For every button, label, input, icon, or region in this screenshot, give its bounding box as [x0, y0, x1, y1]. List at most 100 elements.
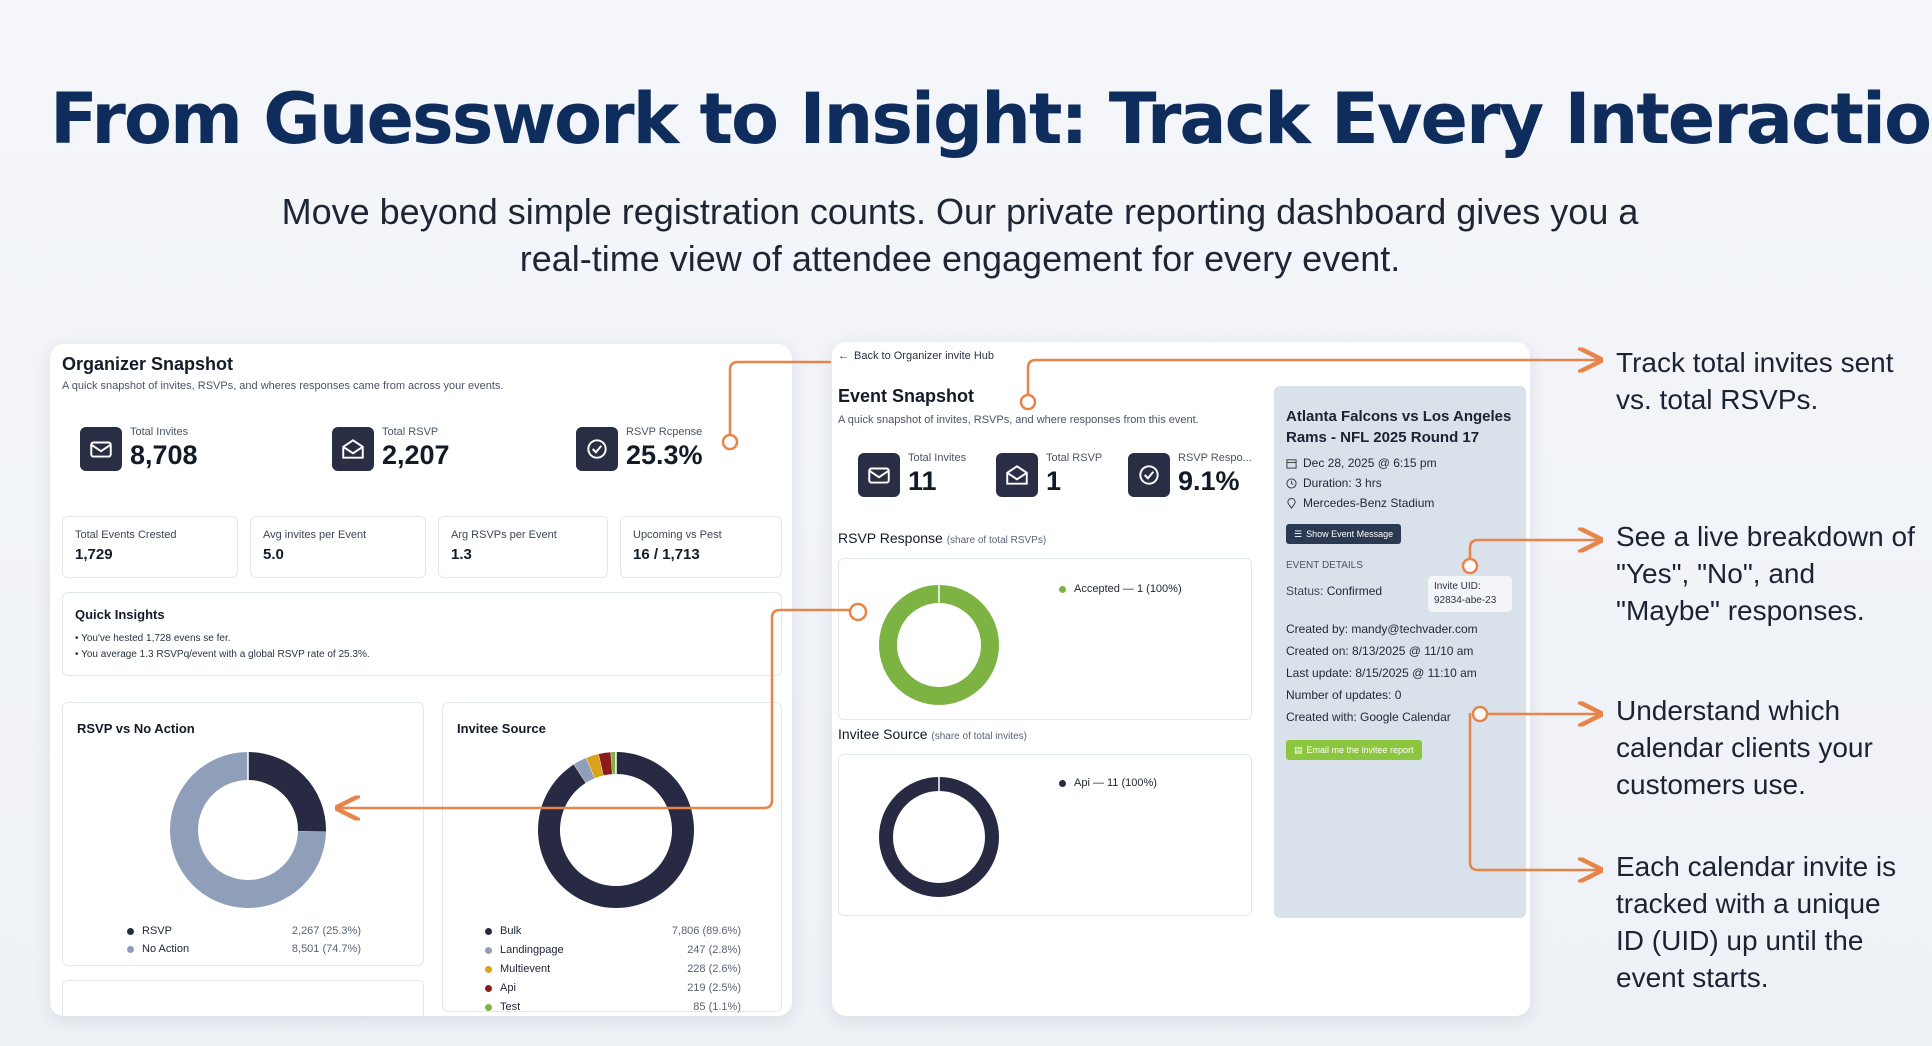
legend-value: 7,806 (89.6%): [671, 925, 741, 937]
legend-value: 228 (2.6%): [687, 963, 741, 975]
back-link-label: Back to Organizer invite Hub: [854, 350, 995, 362]
event-duration: Duration: 3 hrs: [1303, 476, 1382, 490]
event-date: Dec 28, 2025 @ 6:15 pm: [1303, 456, 1437, 470]
legend-dot: [485, 965, 492, 973]
legend-dot: [485, 1003, 492, 1011]
organizer-title: Organizer Snapshot: [62, 354, 234, 374]
metric-label: Total Invites: [130, 426, 189, 438]
status-value: Confirmed: [1326, 584, 1383, 598]
legend-label: RSVP: [142, 925, 172, 937]
created-by: Created by: mandy@techvader.com: [1286, 622, 1478, 636]
invitee-source-heading: Invitee Source (share of total invites): [838, 726, 1027, 742]
legend-label: Api: [500, 982, 516, 994]
event-invitee-source-panel: Api — 11 (100%): [838, 754, 1252, 916]
legend-label: Landingpage: [500, 944, 564, 956]
envelope-open-icon: [332, 426, 374, 471]
metric-value: 11: [908, 466, 937, 496]
stat-avg-rsvps: Arg RSVPs per Event 1.3: [438, 516, 608, 578]
chart-note: (share of total invites): [931, 731, 1027, 742]
stat-value: 16 / 1,713: [633, 546, 700, 563]
event-venue-row: Mercedes-Benz Stadium: [1286, 496, 1434, 510]
back-link[interactable]: ← Back to Organizer invite Hub: [838, 350, 994, 362]
uid-value: 92834-abe-23: [1434, 595, 1497, 606]
button-label: Email me the invitee report: [1306, 745, 1414, 755]
legend-value: 2,267 (25.3%): [291, 925, 361, 937]
organizer-snapshot-card: Organizer Snapshot A quick snapshot of i…: [50, 344, 792, 1016]
chart-title: RSVP vs No Action: [77, 721, 195, 736]
created-on: Created on: 8/13/2025 @ 11/10 am: [1286, 644, 1474, 658]
invitee-source-panel: Invitee Source Bulk 7,806 (89.6%) Landingp…: [442, 702, 782, 1013]
event-title: Event Snapshot: [838, 386, 975, 406]
quick-insights-panel: Quick Insights • You've hested 1,728 eve…: [62, 592, 782, 676]
metric-value: 2,207: [382, 440, 450, 470]
stat-value: 5.0: [263, 546, 284, 563]
metric-rsvp-response: RSVP Rcpense 25.3%: [576, 426, 703, 471]
donut-slice-accepted: [879, 585, 999, 705]
legend-dot: [1059, 779, 1066, 787]
legend-dot: [485, 946, 492, 954]
stat-value: 1.3: [451, 546, 472, 563]
email-invitee-report-button[interactable]: ▤ Email me the invitee report: [1286, 740, 1422, 760]
insight-item: • You've hested 1,728 evens se fer.: [75, 633, 231, 644]
legend-dot: [127, 945, 134, 953]
legend-api: Api: [485, 982, 516, 994]
insight-item: • You average 1.3 RSVPq/event with a glo…: [75, 649, 370, 660]
legend-value: 219 (2.5%): [687, 982, 741, 994]
status-key: Status:: [1286, 584, 1324, 598]
invitee-source-donut-chart: [538, 752, 694, 908]
event-details-label: EVENT DETAILS: [1286, 560, 1363, 571]
stat-label: Arg RSVPs per Event: [451, 529, 557, 541]
metric-label: RSVP Rcpense: [626, 426, 703, 438]
event-details-panel: Atlanta Falcons vs Los Angeles Rams - NF…: [1274, 386, 1526, 918]
donut-slice-api: [879, 777, 999, 897]
metric-event-total-rsvp: Total RSVP 1: [996, 452, 1102, 497]
stat-label: Upcoming vs Pest: [633, 529, 722, 541]
legend-dot: [485, 927, 492, 935]
metric-label: Total RSVP: [1046, 452, 1103, 464]
stat-avg-invites: Avg invites per Event 5.0: [250, 516, 426, 578]
donut-slice-bulk: [538, 752, 694, 908]
event-status: Status: Confirmed: [1286, 584, 1382, 598]
rsvp-response-panel: Accepted — 1 (100%): [838, 558, 1252, 720]
legend-label: Api — 11 (100%): [1074, 777, 1157, 789]
rsvp-response-donut-chart: [879, 585, 999, 705]
stat-upcoming-vs-past: Upcoming vs Pest 16 / 1,713: [620, 516, 782, 578]
metric-value: 8,708: [130, 440, 198, 470]
legend-label: Test: [500, 1001, 521, 1013]
legend-landingpage: Landingpage: [485, 944, 564, 956]
page-title: From Guesswork to Insight: Track Every I…: [50, 78, 1932, 160]
metric-label: Total RSVP: [382, 426, 439, 438]
metric-value: 9.1%: [1178, 466, 1240, 496]
number-of-updates: Number of updates: 0: [1286, 688, 1402, 702]
event-venue: Mercedes-Benz Stadium: [1303, 496, 1435, 510]
list-icon: ☰: [1294, 528, 1303, 539]
event-name: Atlanta Falcons vs Los Angeles Rams - NF…: [1286, 408, 1512, 446]
check-circle-icon: [1128, 452, 1170, 497]
callout-live-breakdown: See a live breakdown of "Yes", "No", and…: [1616, 521, 1915, 626]
chart-title: Invitee Source: [457, 721, 546, 736]
envelope-icon: [80, 426, 122, 471]
extra-panel: [62, 980, 424, 1016]
rsvp-vs-no-action-panel: RSVP vs No Action RSVP 2,267 (25.3%) No …: [62, 702, 424, 966]
legend-rsvp: RSVP: [127, 925, 172, 937]
show-event-message-button[interactable]: ☰ Show Event Message: [1286, 524, 1402, 544]
legend-dot: [485, 984, 492, 992]
metric-value: 25.3%: [626, 440, 703, 470]
metric-label: RSVP Respo...: [1178, 452, 1252, 464]
legend-dot: [1059, 585, 1066, 593]
uid-label: Invite UID:: [1434, 581, 1481, 592]
chart-title: Invitee Source: [838, 726, 928, 742]
callout-track-invites: Track total invites sent vs. total RSVPs…: [1616, 347, 1894, 415]
metric-value: 1: [1046, 466, 1062, 496]
legend-value: 247 (2.8%): [687, 944, 741, 956]
legend-label: Accepted — 1 (100%): [1074, 583, 1182, 595]
arrow-left-icon: ←: [838, 350, 849, 362]
location-pin-icon: [1287, 497, 1296, 509]
legend-multievent: Multievent: [485, 963, 550, 975]
legend-label: Bulk: [500, 925, 522, 937]
legend-dot: [127, 927, 134, 935]
legend-label: No Action: [142, 943, 190, 955]
metric-event-total-invites: Total Invites 11: [858, 452, 966, 497]
legend-bulk: Bulk: [485, 925, 521, 937]
stat-value: 1,729: [75, 546, 113, 563]
